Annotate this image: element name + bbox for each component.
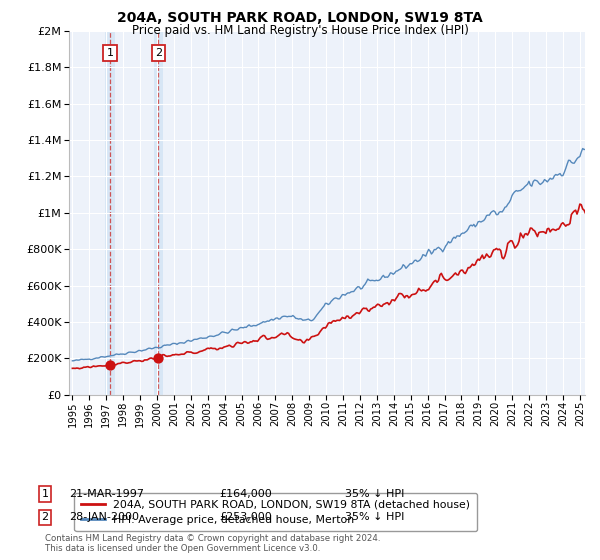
Text: Contains HM Land Registry data © Crown copyright and database right 2024.: Contains HM Land Registry data © Crown c… (45, 534, 380, 543)
Text: 2: 2 (155, 48, 162, 58)
Text: 204A, SOUTH PARK ROAD, LONDON, SW19 8TA: 204A, SOUTH PARK ROAD, LONDON, SW19 8TA (117, 11, 483, 25)
Point (154, 354, 163, 363)
Text: This data is licensed under the Open Government Licence v3.0.: This data is licensed under the Open Gov… (45, 544, 320, 553)
Text: 28-JAN-2000: 28-JAN-2000 (69, 512, 139, 522)
Text: 1: 1 (106, 48, 113, 58)
Bar (154, 31, 163, 395)
Text: £164,000: £164,000 (219, 489, 272, 499)
Text: 2: 2 (41, 512, 49, 522)
Text: Price paid vs. HM Land Registry's House Price Index (HPI): Price paid vs. HM Land Registry's House … (131, 24, 469, 36)
Bar (105, 31, 115, 395)
Point (105, 361, 115, 370)
Text: 1: 1 (41, 489, 49, 499)
Legend: 204A, SOUTH PARK ROAD, LONDON, SW19 8TA (detached house), HPI: Average price, de: 204A, SOUTH PARK ROAD, LONDON, SW19 8TA … (74, 493, 477, 531)
Text: 35% ↓ HPI: 35% ↓ HPI (345, 489, 404, 499)
Text: £253,000: £253,000 (219, 512, 272, 522)
Text: 35% ↓ HPI: 35% ↓ HPI (345, 512, 404, 522)
Text: 21-MAR-1997: 21-MAR-1997 (69, 489, 144, 499)
